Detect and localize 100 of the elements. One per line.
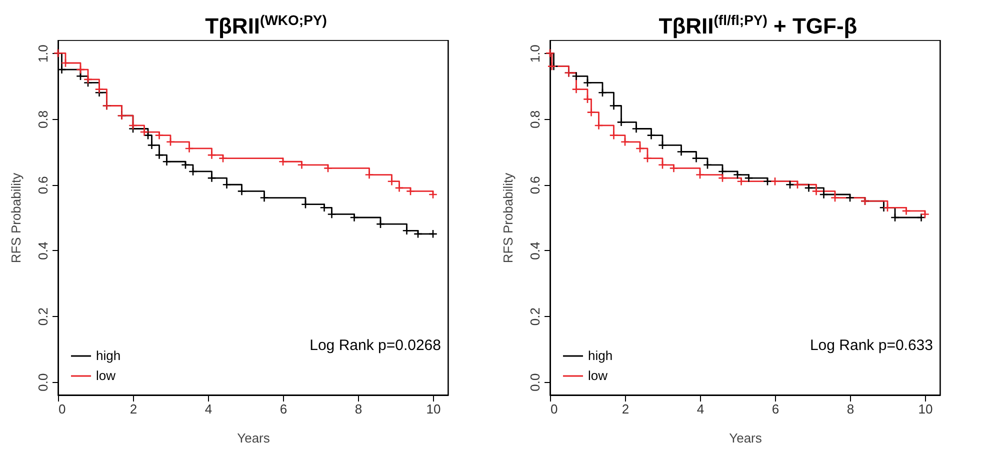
- x-tick-label: 0: [550, 402, 558, 416]
- point: [394, 183, 404, 192]
- y-tick-label: 0.4: [528, 242, 542, 260]
- point: [413, 229, 423, 238]
- point: [882, 203, 892, 212]
- point: [300, 200, 310, 209]
- x-tick-label: 6: [280, 402, 288, 416]
- point: [184, 144, 194, 153]
- point: [327, 210, 336, 219]
- x-tick-label: 8: [846, 402, 854, 416]
- y-tick-label: 0.2: [36, 308, 50, 326]
- point: [166, 137, 176, 146]
- point: [207, 150, 216, 160]
- chart-title: TβRII$^{(fl/fl;PY)}$ + TGF-β: [658, 11, 858, 40]
- point: [364, 170, 374, 180]
- y-tick-label: 0.8: [36, 110, 50, 128]
- point: [830, 193, 840, 202]
- legend-label: high: [588, 348, 613, 363]
- point: [812, 186, 821, 196]
- point: [154, 150, 164, 160]
- y-tick-label: 0.2: [528, 308, 542, 326]
- point: [188, 166, 198, 176]
- point: [180, 160, 190, 170]
- point: [609, 130, 618, 140]
- point: [76, 65, 86, 74]
- point: [428, 229, 438, 238]
- point: [83, 74, 93, 84]
- point: [695, 170, 705, 180]
- point: [57, 65, 66, 74]
- point: [732, 170, 742, 180]
- annotation: Log Rank p=0.633: [810, 337, 933, 354]
- y-tick-label: 0.6: [36, 176, 50, 194]
- point: [762, 176, 772, 186]
- point: [658, 140, 668, 150]
- x-tick-label: 8: [354, 402, 362, 416]
- point: [804, 183, 814, 192]
- point: [376, 220, 386, 229]
- x-axis-title: Years: [237, 430, 270, 446]
- y-tick-label: 1.0: [36, 44, 50, 63]
- point: [94, 84, 104, 94]
- point: [207, 174, 216, 183]
- point: [586, 108, 596, 117]
- point: [572, 72, 581, 81]
- point: [582, 78, 592, 88]
- point: [387, 176, 396, 186]
- point: [920, 210, 930, 219]
- legend-label: low: [96, 368, 116, 383]
- point: [278, 157, 288, 166]
- x-tick-label: 6: [772, 402, 780, 416]
- point: [646, 130, 656, 140]
- x-tick-label: 2: [622, 402, 630, 416]
- point: [350, 212, 359, 222]
- y-axis-title: RFS Probability: [8, 172, 24, 264]
- point: [819, 190, 828, 200]
- x-tick-label: 4: [696, 402, 704, 416]
- point: [128, 120, 138, 130]
- point: [642, 154, 652, 163]
- point: [237, 186, 246, 196]
- point: [658, 160, 668, 170]
- point: [60, 58, 70, 68]
- point: [154, 130, 164, 140]
- chart-title: TβRII$^{(WKO;PY)}$: [204, 11, 328, 40]
- point: [792, 180, 802, 190]
- point: [222, 180, 232, 190]
- point: [594, 120, 604, 130]
- x-tick-label: 10: [918, 402, 933, 416]
- point: [402, 226, 412, 236]
- x-tick-label: 2: [130, 402, 138, 416]
- point: [845, 193, 855, 202]
- y-tick-label: 0.0: [36, 373, 50, 392]
- point: [718, 166, 728, 176]
- x-axis-title: Years: [729, 430, 762, 446]
- point: [616, 118, 626, 127]
- point: [916, 212, 926, 222]
- point: [736, 176, 746, 186]
- point: [162, 157, 172, 166]
- point: [260, 193, 269, 202]
- point: [744, 174, 754, 183]
- point: [140, 128, 149, 137]
- y-axis-title: RFS Probability: [500, 172, 516, 264]
- point: [428, 190, 438, 200]
- point: [669, 164, 678, 173]
- point: [620, 137, 630, 146]
- legend-label: low: [588, 368, 608, 383]
- point: [76, 72, 86, 81]
- point: [218, 154, 228, 163]
- point: [718, 174, 728, 183]
- point: [598, 88, 608, 98]
- annotation: Log Rank p=0.0268: [310, 337, 441, 354]
- point: [320, 203, 329, 212]
- point: [147, 140, 156, 150]
- point: [902, 206, 911, 216]
- y-tick-label: 0.0: [528, 373, 542, 392]
- point: [323, 164, 333, 173]
- point: [785, 180, 795, 190]
- point: [702, 160, 712, 170]
- point: [890, 212, 900, 222]
- y-tick-label: 0.4: [36, 242, 50, 260]
- x-tick-label: 4: [204, 402, 212, 416]
- point: [635, 144, 645, 153]
